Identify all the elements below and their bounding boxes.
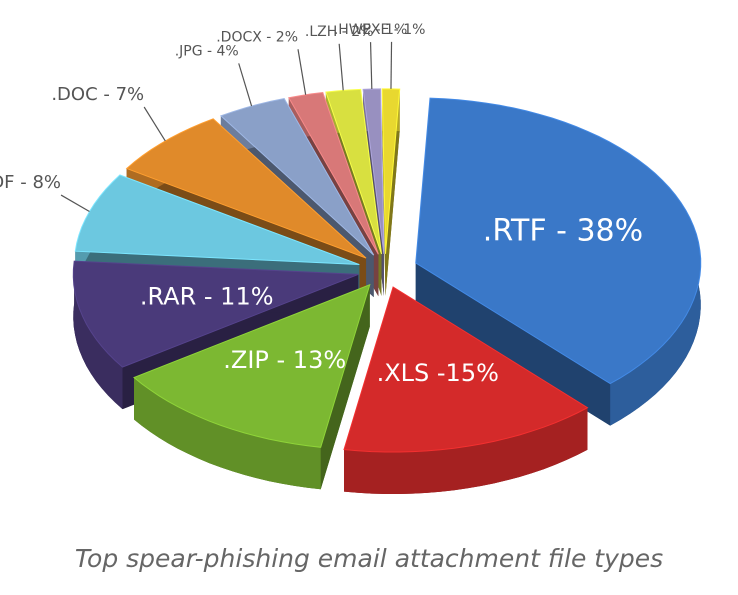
leader-line bbox=[143, 106, 166, 142]
slice-wall bbox=[134, 377, 321, 490]
leader-line bbox=[60, 194, 90, 213]
slice-label: .RTF - 38% bbox=[483, 213, 643, 248]
slice-side bbox=[320, 284, 370, 490]
slice-wall bbox=[73, 261, 123, 410]
slice-label: .LZH - 2% bbox=[305, 24, 374, 40]
slice-label: .DOC - 7% bbox=[51, 84, 144, 105]
slice-label: .JPG - 4% bbox=[175, 43, 239, 59]
slice bbox=[415, 97, 702, 385]
slice-label: .DOCX - 2% bbox=[216, 29, 298, 45]
slice bbox=[288, 91, 379, 255]
leader-line bbox=[369, 42, 373, 90]
slice bbox=[125, 118, 367, 259]
slice-side bbox=[385, 89, 400, 296]
leader-line bbox=[390, 41, 393, 89]
slice-label: .RAR - 11% bbox=[140, 283, 274, 311]
slice-wall bbox=[344, 407, 588, 494]
slice-label: .HWP - 1% bbox=[334, 22, 407, 38]
slice-label: .XLS -15% bbox=[377, 359, 499, 387]
chart-caption: Top spear-phishing email attachment file… bbox=[75, 544, 663, 573]
slice-label: .ZIP - 13% bbox=[223, 346, 346, 374]
leader-line bbox=[238, 63, 253, 107]
slice bbox=[219, 97, 375, 256]
leader-line bbox=[297, 49, 307, 95]
slice bbox=[325, 88, 383, 255]
slice-side bbox=[415, 262, 611, 426]
slice-label: .EXE - 1% bbox=[358, 22, 426, 38]
slice-label: .PDF - 8% bbox=[0, 172, 61, 193]
slice bbox=[74, 174, 360, 266]
slice bbox=[133, 283, 371, 448]
slice bbox=[343, 286, 589, 453]
leader-line bbox=[338, 43, 344, 91]
slice bbox=[72, 260, 359, 368]
